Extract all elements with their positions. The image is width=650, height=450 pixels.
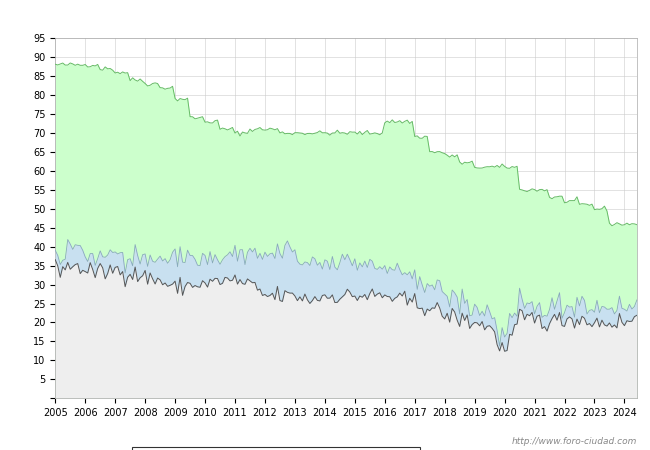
Text: Villares de Yeltes - Evolucion de la poblacion en edad de Trabajar Mayo de 2024: Villares de Yeltes - Evolucion de la pob…	[29, 13, 621, 26]
Text: http://www.foro-ciudad.com: http://www.foro-ciudad.com	[512, 436, 637, 446]
Legend: Ocupados, Parados, Hab. entre 16-64: Ocupados, Parados, Hab. entre 16-64	[133, 447, 420, 450]
